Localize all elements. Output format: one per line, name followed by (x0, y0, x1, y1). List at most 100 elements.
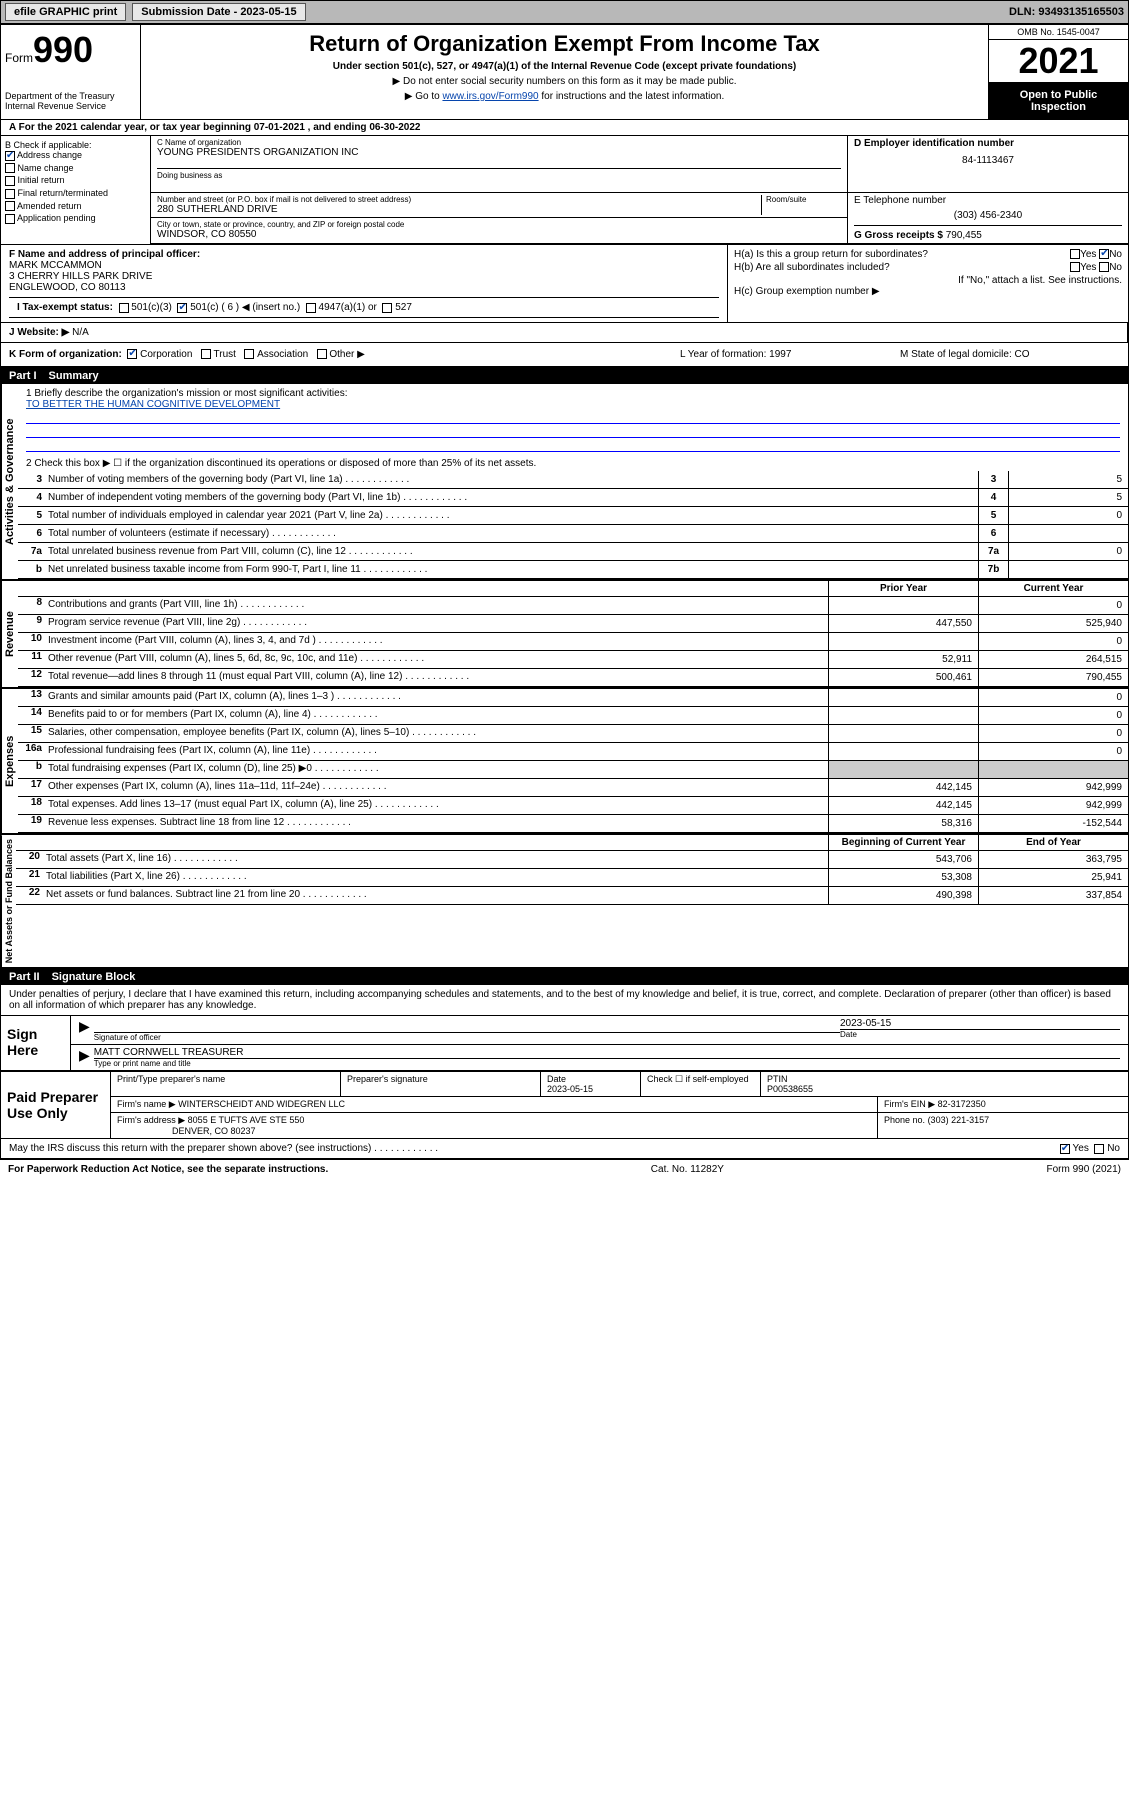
checkbox-corp[interactable] (127, 349, 137, 359)
checkbox-other[interactable] (317, 349, 327, 359)
checkbox-trust[interactable] (201, 349, 211, 359)
checkbox-final-return[interactable] (5, 189, 15, 199)
city-value: WINDSOR, CO 80550 (157, 229, 841, 240)
header-left: Form990 Department of the Treasury Inter… (1, 25, 141, 119)
prior-value: 58,316 (828, 815, 978, 832)
firm-ein: 82-3172350 (938, 1099, 986, 1109)
checkbox-may-no[interactable] (1094, 1144, 1104, 1154)
line-num: 19 (18, 815, 48, 832)
line-text: Contributions and grants (Part VIII, lin… (48, 597, 828, 614)
checkbox-hb-no[interactable] (1099, 262, 1109, 272)
sig-date: 2023-05-15 (840, 1018, 1120, 1029)
website-label: J Website: ▶ (9, 327, 69, 338)
line-value: 5 (1008, 471, 1128, 488)
line-text: Salaries, other compensation, employee b… (48, 725, 828, 742)
row-fh: F Name and address of principal officer:… (1, 245, 1128, 323)
line-text: Grants and similar amounts paid (Part IX… (48, 689, 828, 706)
line-num: 5 (18, 510, 48, 521)
dln-label: DLN: 93493135165503 (1009, 6, 1124, 18)
checkbox-name-change[interactable] (5, 163, 15, 173)
website-value: N/A (72, 327, 89, 338)
sig-name-label: Type or print name and title (94, 1058, 1120, 1068)
line-value (1008, 561, 1128, 578)
line-text: Investment income (Part VIII, column (A)… (48, 633, 828, 650)
section-cde: C Name of organization YOUNG PRESIDENTS … (151, 136, 1128, 244)
firm-name: WINTERSCHEIDT AND WIDEGREN LLC (178, 1099, 345, 1109)
open-inspection-badge: Open to Public Inspection (989, 83, 1128, 119)
firm-addr2: DENVER, CO 80237 (172, 1126, 256, 1136)
line-num: 14 (18, 707, 48, 724)
line-value (1008, 525, 1128, 542)
phone-value: (303) 456-2340 (854, 210, 1122, 221)
line-text: Number of independent voting members of … (48, 490, 978, 505)
current-value: 525,940 (978, 615, 1128, 632)
gross-receipts-value: 790,455 (946, 230, 982, 241)
prep-date-label: Date (547, 1074, 566, 1084)
checkbox-app-pending[interactable] (5, 214, 15, 224)
line-num: 22 (16, 887, 46, 904)
org-name: YOUNG PRESIDENTS ORGANIZATION INC (157, 147, 841, 158)
header-right: OMB No. 1545-0047 2021 Open to Public In… (988, 25, 1128, 119)
prior-value (828, 761, 978, 778)
page-footer: For Paperwork Reduction Act Notice, see … (0, 1160, 1129, 1179)
line2-discontinued: 2 Check this box ▶ ☐ if the organization… (18, 456, 1128, 471)
current-value (978, 761, 1128, 778)
officer-name: MARK MCCAMMON (9, 260, 719, 271)
year-formation: L Year of formation: 1997 (680, 349, 900, 360)
checkbox-may-yes[interactable] (1060, 1144, 1070, 1154)
line-text: Number of voting members of the governin… (48, 472, 978, 487)
section-net-assets: Net Assets or Fund Balances Beginning of… (1, 835, 1128, 969)
line-text: Net unrelated business taxable income fr… (48, 562, 978, 577)
line-num: 17 (18, 779, 48, 796)
checkbox-ha-no[interactable] (1099, 249, 1109, 259)
officer-addr1: 3 CHERRY HILLS PARK DRIVE (9, 271, 719, 282)
checkbox-address-change[interactable] (5, 151, 15, 161)
paid-preparer-row: Paid Preparer Use Only Print/Type prepar… (1, 1072, 1128, 1139)
dba-label: Doing business as (157, 168, 841, 180)
firm-addr-label: Firm's address ▶ (117, 1115, 185, 1125)
section-b-checkboxes: B Check if applicable: Address change Na… (1, 136, 151, 244)
penalties-text: Under penalties of perjury, I declare th… (1, 985, 1128, 1016)
prep-date: 2023-05-15 (547, 1084, 593, 1094)
prior-year-header: Prior Year (828, 581, 978, 596)
phone-label: E Telephone number (854, 195, 1122, 206)
checkbox-ha-yes[interactable] (1070, 249, 1080, 259)
irs-link[interactable]: www.irs.gov/Form990 (442, 91, 538, 102)
sig-date-label: Date (840, 1029, 1120, 1039)
state-domicile: M State of legal domicile: CO (900, 349, 1120, 360)
vert-governance: Activities & Governance (1, 384, 18, 579)
prior-value: 543,706 (828, 851, 978, 868)
tax-exempt-label: I Tax-exempt status: (17, 302, 113, 313)
hb-note: If "No," attach a list. See instructions… (734, 275, 1122, 286)
may-irs-label: May the IRS discuss this return with the… (9, 1143, 1060, 1154)
line-text: Total number of individuals employed in … (48, 508, 978, 523)
current-value: 0 (978, 725, 1128, 742)
form-title: Return of Organization Exempt From Incom… (147, 31, 982, 57)
line-text: Total expenses. Add lines 13–17 (must eq… (48, 797, 828, 814)
org-name-label: C Name of organization (157, 138, 841, 147)
checkbox-527[interactable] (382, 303, 392, 313)
checkbox-501c3[interactable] (119, 303, 129, 313)
prior-value (828, 689, 978, 706)
instructions-note: ▶ Go to www.irs.gov/Form990 for instruct… (147, 91, 982, 102)
section-f: F Name and address of principal officer:… (1, 245, 728, 322)
checkbox-amended[interactable] (5, 201, 15, 211)
ein-label: D Employer identification number (854, 138, 1122, 149)
checkbox-initial-return[interactable] (5, 176, 15, 186)
hc-label: H(c) Group exemption number ▶ (734, 286, 1122, 297)
tax-year: 2021 (989, 40, 1128, 83)
ein-value: 84-1113467 (854, 155, 1122, 166)
section-revenue: Revenue Prior Year Current Year 8 Contri… (1, 581, 1128, 689)
top-bar: efile GRAPHIC print Submission Date - 20… (0, 0, 1129, 24)
department-label: Department of the Treasury Internal Reve… (5, 91, 136, 111)
checkbox-hb-yes[interactable] (1070, 262, 1080, 272)
current-value: -152,544 (978, 815, 1128, 832)
line-box: 7a (978, 543, 1008, 560)
line-num: 11 (18, 651, 48, 668)
line-num: 9 (18, 615, 48, 632)
checkbox-assoc[interactable] (244, 349, 254, 359)
checkbox-4947[interactable] (306, 303, 316, 313)
efile-print-button[interactable]: efile GRAPHIC print (5, 3, 126, 21)
form-subtitle: Under section 501(c), 527, or 4947(a)(1)… (147, 61, 982, 72)
checkbox-501c[interactable] (177, 303, 187, 313)
